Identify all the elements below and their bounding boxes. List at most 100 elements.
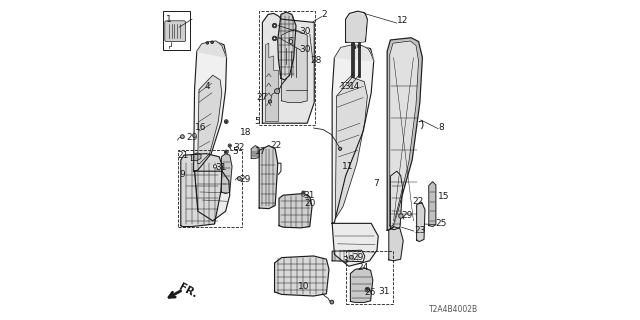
Text: 5: 5 <box>232 148 237 156</box>
Polygon shape <box>221 154 232 194</box>
Text: 11: 11 <box>342 162 354 171</box>
Circle shape <box>367 289 369 291</box>
Text: 31: 31 <box>303 191 315 200</box>
Circle shape <box>269 100 272 103</box>
Text: 13: 13 <box>340 82 351 91</box>
Text: 15: 15 <box>438 192 450 201</box>
Text: 29: 29 <box>239 175 251 184</box>
Text: 2: 2 <box>322 10 327 19</box>
Circle shape <box>206 42 209 44</box>
Bar <box>178 150 242 227</box>
Circle shape <box>273 24 276 27</box>
Text: 31: 31 <box>215 163 227 172</box>
Text: 16: 16 <box>195 124 207 132</box>
Polygon shape <box>332 45 374 223</box>
Text: 24: 24 <box>357 263 369 272</box>
Text: 6: 6 <box>287 37 293 46</box>
Text: 4: 4 <box>205 82 211 91</box>
Text: 22: 22 <box>413 197 424 206</box>
Polygon shape <box>193 42 227 171</box>
Circle shape <box>225 120 228 124</box>
Circle shape <box>225 151 227 153</box>
Text: 3: 3 <box>342 256 348 265</box>
Polygon shape <box>387 38 422 230</box>
Polygon shape <box>282 29 307 102</box>
Circle shape <box>228 144 232 147</box>
Circle shape <box>180 135 184 139</box>
Text: 1: 1 <box>166 15 172 24</box>
Text: 29: 29 <box>187 133 198 142</box>
Polygon shape <box>332 223 378 266</box>
Circle shape <box>339 147 342 150</box>
Text: 27: 27 <box>256 93 268 102</box>
Circle shape <box>330 300 334 304</box>
Polygon shape <box>278 12 296 80</box>
FancyBboxPatch shape <box>165 21 186 42</box>
Text: 28: 28 <box>310 56 322 65</box>
Polygon shape <box>181 154 223 227</box>
Text: 21: 21 <box>178 151 189 160</box>
Polygon shape <box>262 13 314 123</box>
Polygon shape <box>429 182 436 227</box>
Polygon shape <box>346 11 367 42</box>
Polygon shape <box>259 146 278 209</box>
Polygon shape <box>351 268 372 302</box>
Polygon shape <box>388 227 403 261</box>
Polygon shape <box>279 194 312 228</box>
Circle shape <box>353 46 356 49</box>
Polygon shape <box>191 153 201 161</box>
Polygon shape <box>334 45 374 61</box>
Bar <box>358 42 360 77</box>
Text: 29: 29 <box>402 212 413 220</box>
Circle shape <box>237 177 241 180</box>
Text: 22: 22 <box>270 141 282 150</box>
Bar <box>163 11 189 50</box>
Polygon shape <box>198 75 222 164</box>
Polygon shape <box>275 256 329 296</box>
Text: 20: 20 <box>304 199 316 208</box>
Text: 31: 31 <box>378 287 390 296</box>
Circle shape <box>225 150 228 154</box>
Text: 26: 26 <box>364 288 376 297</box>
Circle shape <box>302 191 305 194</box>
Text: 10: 10 <box>298 282 309 291</box>
Polygon shape <box>390 171 403 230</box>
Text: 23: 23 <box>415 226 426 235</box>
Polygon shape <box>197 41 227 58</box>
Text: 17: 17 <box>255 148 267 156</box>
Circle shape <box>214 165 216 168</box>
Bar <box>259 11 315 125</box>
Polygon shape <box>335 77 367 218</box>
Polygon shape <box>195 171 230 221</box>
Polygon shape <box>347 13 366 42</box>
Circle shape <box>272 36 277 41</box>
Text: 9: 9 <box>180 170 186 179</box>
Text: 5: 5 <box>254 117 260 126</box>
Text: 25: 25 <box>435 220 447 228</box>
Text: 7: 7 <box>372 180 378 188</box>
Circle shape <box>303 192 304 193</box>
Text: 18: 18 <box>240 128 252 137</box>
Text: FR.: FR. <box>177 282 198 300</box>
Polygon shape <box>251 146 259 158</box>
Circle shape <box>349 255 353 259</box>
Circle shape <box>275 89 280 94</box>
Polygon shape <box>390 41 419 227</box>
Text: 14: 14 <box>349 82 361 91</box>
Text: T2A4B4002B: T2A4B4002B <box>429 305 479 314</box>
Bar <box>346 251 393 304</box>
Polygon shape <box>266 43 278 122</box>
Bar <box>351 42 354 77</box>
Polygon shape <box>417 202 425 242</box>
Text: 30: 30 <box>300 28 310 36</box>
Circle shape <box>229 145 230 146</box>
Circle shape <box>399 214 403 218</box>
Circle shape <box>365 287 370 292</box>
Circle shape <box>302 193 305 196</box>
Text: 30: 30 <box>300 45 310 54</box>
Text: 8: 8 <box>438 124 444 132</box>
Text: 29: 29 <box>352 253 364 262</box>
Text: 32: 32 <box>234 143 245 152</box>
Circle shape <box>358 45 360 48</box>
Text: 12: 12 <box>397 16 408 25</box>
